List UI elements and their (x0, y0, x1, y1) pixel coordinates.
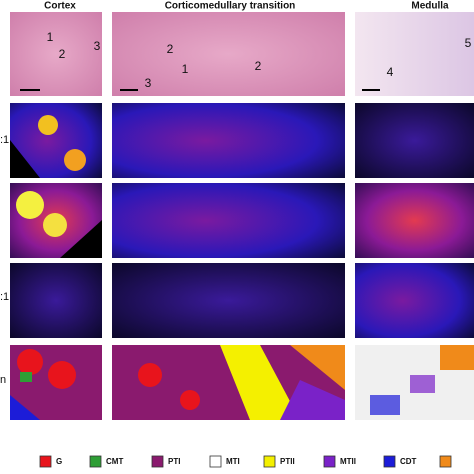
legend-swatch (323, 455, 336, 468)
glomerulus (16, 191, 44, 219)
legend-swatch (263, 455, 276, 468)
segment (440, 345, 474, 370)
legend-label: PTI (168, 457, 180, 466)
region-number: 3 (94, 39, 101, 53)
heatmap-panel (355, 263, 474, 338)
column-header: Medulla (411, 1, 449, 12)
segment (10, 395, 40, 420)
legend-label: MTI (226, 457, 240, 466)
legend-label: PTII (280, 457, 295, 466)
glomerulus (38, 115, 58, 135)
row-label: :1 (0, 291, 9, 303)
segment (17, 349, 43, 375)
background (10, 140, 40, 178)
histology-panel (112, 12, 345, 96)
legend-label: CMT (106, 457, 123, 466)
region-number: 5 (465, 36, 472, 50)
heatmap-panel (112, 103, 345, 178)
legend-swatch (89, 455, 102, 468)
segment (290, 345, 345, 390)
row-label: :1 (0, 134, 9, 146)
segment (180, 390, 200, 410)
region-number: 2 (59, 47, 66, 61)
heatmap-panel (112, 263, 345, 338)
glomerulus (64, 149, 86, 171)
legend-label: MTII (340, 457, 356, 466)
legend-swatch (383, 455, 396, 468)
legend-label: G (56, 457, 62, 466)
segment (138, 363, 162, 387)
row-label: n (0, 374, 6, 386)
column-header: Corticomedullary transition (165, 1, 296, 12)
region-number: 3 (145, 76, 152, 90)
histology-panel (355, 12, 474, 96)
panels (10, 12, 474, 420)
heatmap-panel (355, 103, 474, 178)
heatmap-panel (112, 183, 345, 258)
region-number: 4 (387, 65, 394, 79)
heatmap-panel (355, 183, 474, 258)
segment (280, 380, 345, 420)
legend-swatch (39, 455, 52, 468)
region-number: 2 (255, 59, 262, 73)
legend-swatch (209, 455, 222, 468)
glomerulus (43, 213, 67, 237)
background (60, 220, 102, 258)
histology-panel (10, 12, 102, 96)
segment (220, 345, 300, 420)
segment (410, 375, 435, 393)
region-number: 1 (47, 30, 54, 44)
legend-swatch (439, 455, 452, 468)
region-number: 2 (167, 42, 174, 56)
column-header: Cortex (44, 1, 76, 12)
segment (370, 395, 400, 415)
legend-label: CDT (400, 457, 417, 466)
legend-swatch (151, 455, 164, 468)
heatmap-panel (10, 263, 102, 338)
segment (48, 361, 76, 389)
region-number: 1 (182, 62, 189, 76)
segment (20, 372, 32, 382)
